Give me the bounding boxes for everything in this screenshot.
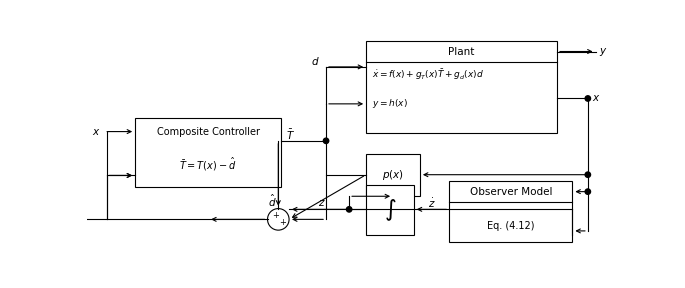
Text: $\dot{z}$: $\dot{z}$ <box>427 197 436 210</box>
Text: $\bar{T} = T(x) - \hat{d}$: $\bar{T} = T(x) - \hat{d}$ <box>179 155 237 173</box>
Text: Observer Model: Observer Model <box>470 187 552 197</box>
Text: $p(x)$: $p(x)$ <box>382 168 404 182</box>
Text: +: + <box>279 218 286 227</box>
Circle shape <box>323 138 329 143</box>
Bar <box>366 41 557 133</box>
Circle shape <box>585 172 590 177</box>
Text: $\bar{T}$: $\bar{T}$ <box>286 128 295 142</box>
Text: Composite Controller: Composite Controller <box>157 127 260 137</box>
Text: $y = h(x)$: $y = h(x)$ <box>372 97 408 110</box>
Bar <box>449 181 573 242</box>
Text: $\dot{x} = f(x) + g_T(x)\bar{T} + g_d(x)d$: $\dot{x} = f(x) + g_T(x)\bar{T} + g_d(x)… <box>372 67 484 82</box>
Circle shape <box>347 207 352 212</box>
Text: $\int$: $\int$ <box>384 197 396 223</box>
Text: $y$: $y$ <box>599 46 607 58</box>
Text: $x$: $x$ <box>92 127 101 137</box>
Text: Eq. (4.12): Eq. (4.12) <box>487 221 534 230</box>
Bar <box>366 185 414 235</box>
Text: $d$: $d$ <box>311 55 320 67</box>
Text: Plant: Plant <box>449 46 475 56</box>
Text: $x$: $x$ <box>593 94 601 103</box>
Circle shape <box>585 96 590 101</box>
Circle shape <box>585 189 590 194</box>
Text: +: + <box>272 211 279 220</box>
Text: $z$: $z$ <box>318 198 325 208</box>
Bar <box>366 154 420 196</box>
Text: $\hat{d}$: $\hat{d}$ <box>268 193 277 209</box>
Bar <box>135 118 282 187</box>
